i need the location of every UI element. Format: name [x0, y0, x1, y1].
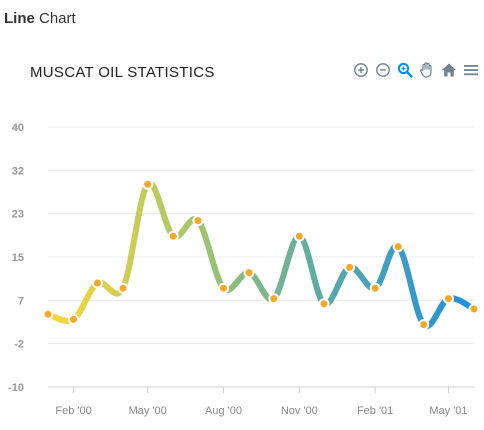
pan-button[interactable]: [418, 60, 436, 80]
x-axis: Feb '00 May '00 Aug '00 Nov '00 Feb '01 May '…: [48, 386, 474, 417]
data-point[interactable]: [392, 241, 404, 253]
zoom-in-button[interactable]: [352, 60, 370, 80]
y-tick-label: -2: [14, 339, 24, 351]
menu-icon: [464, 65, 478, 76]
y-tick-label: 32: [12, 165, 24, 177]
series-line: [45, 180, 477, 330]
x-tick-label: Aug '00: [205, 405, 242, 417]
y-tick-label: -10: [8, 382, 24, 394]
data-point[interactable]: [218, 282, 230, 294]
data-point[interactable]: [91, 277, 103, 289]
y-tick-label: 40: [12, 122, 24, 134]
x-tick-label: May '00: [129, 405, 167, 417]
data-point[interactable]: [192, 215, 204, 227]
data-point[interactable]: [42, 308, 54, 320]
page-header-bold: Line: [4, 10, 35, 27]
chart-title: MUSCAT OIL STATISTICS: [30, 64, 215, 81]
zoom-out-icon: [376, 63, 390, 77]
data-point[interactable]: [468, 303, 480, 315]
home-icon: [442, 63, 456, 77]
data-point[interactable]: [318, 298, 330, 310]
reset-zoom-button[interactable]: [440, 60, 458, 80]
zoom-in-icon: [354, 63, 368, 77]
data-point[interactable]: [243, 267, 255, 279]
grid-lines: [48, 126, 474, 345]
data-point[interactable]: [142, 178, 154, 190]
data-point[interactable]: [167, 230, 179, 242]
chart-menu-button[interactable]: [462, 60, 480, 80]
data-point[interactable]: [293, 230, 305, 242]
pan-icon: [419, 62, 432, 78]
data-point[interactable]: [268, 293, 280, 305]
data-point[interactable]: [68, 313, 80, 325]
x-tick-label: Feb '01: [357, 405, 393, 417]
selection-zoom-icon: [397, 62, 413, 78]
data-point[interactable]: [344, 261, 356, 273]
x-tick-label: Nov '00: [281, 405, 318, 417]
x-tick-label: Feb '00: [55, 405, 91, 417]
page-header-rest: Chart: [34, 10, 76, 27]
y-tick-label: 7: [18, 295, 24, 307]
chart-toolbar: [352, 60, 480, 80]
data-point[interactable]: [117, 282, 129, 294]
data-point[interactable]: [369, 282, 381, 294]
page-header: Line Chart: [4, 10, 76, 27]
data-point[interactable]: [442, 293, 454, 305]
series-markers: [42, 178, 480, 331]
zoom-out-button[interactable]: [374, 60, 392, 80]
y-tick-label: 15: [12, 252, 24, 264]
y-axis: 40 32 23 15 7 -2 -10: [8, 122, 24, 394]
x-tick-label: May '01: [429, 405, 467, 417]
y-tick-label: 23: [12, 209, 24, 221]
data-point[interactable]: [418, 319, 430, 331]
selection-zoom-button[interactable]: [396, 60, 414, 80]
